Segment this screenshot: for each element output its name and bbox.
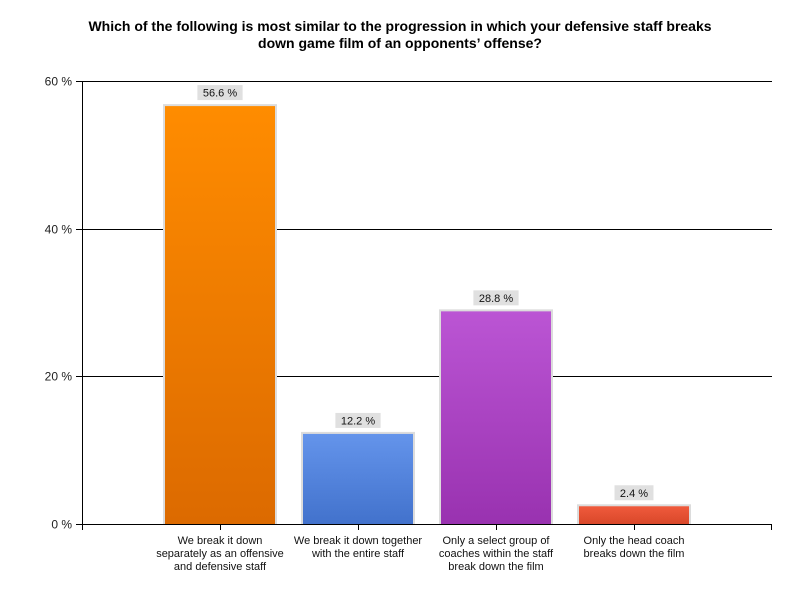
labels: 0 % 20 % 40 % 60 % 56.6 % We break it downsep… — [45, 75, 685, 574]
x-tick-label: and defensive staff — [174, 561, 267, 573]
chart-title: Which of the following is most similar t… — [40, 18, 760, 52]
y-tick-label: 60 % — [45, 75, 73, 89]
x-tick-label: coaches within the staff — [439, 548, 554, 560]
x-tick-label: Only the head coach — [584, 535, 685, 547]
bars — [163, 104, 691, 524]
chart-title-line: down game film of an opponents’ offense? — [258, 35, 542, 51]
bar — [441, 311, 551, 524]
data-label: 2.4 % — [620, 488, 648, 500]
data-label-bg — [614, 485, 654, 501]
x-tick-label: break down the film — [448, 561, 543, 573]
x-tick-label: breaks down the film — [584, 548, 685, 560]
x-tick-label: with the entire staff — [311, 548, 405, 560]
chart-title-line: Which of the following is most similar t… — [88, 18, 712, 34]
bar — [303, 433, 413, 524]
bar — [165, 106, 275, 524]
data-label: 12.2 % — [341, 415, 375, 427]
axes — [76, 81, 772, 530]
bar — [579, 506, 689, 524]
y-tick-label: 0 % — [51, 518, 72, 532]
x-tick-label: separately as an offensive — [156, 548, 284, 560]
data-label: 28.8 % — [479, 293, 513, 305]
y-tick-label: 40 % — [45, 223, 73, 237]
data-label-bg — [473, 290, 519, 306]
data-label: 56.6 % — [203, 88, 237, 100]
x-tick-label: We break it down — [178, 535, 263, 547]
x-tick-label: Only a select group of — [442, 535, 550, 547]
data-label-bg — [335, 412, 381, 428]
data-label-bg — [197, 85, 243, 101]
y-tick-label: 20 % — [45, 370, 73, 384]
x-tick-label: We break it down together — [294, 535, 423, 547]
